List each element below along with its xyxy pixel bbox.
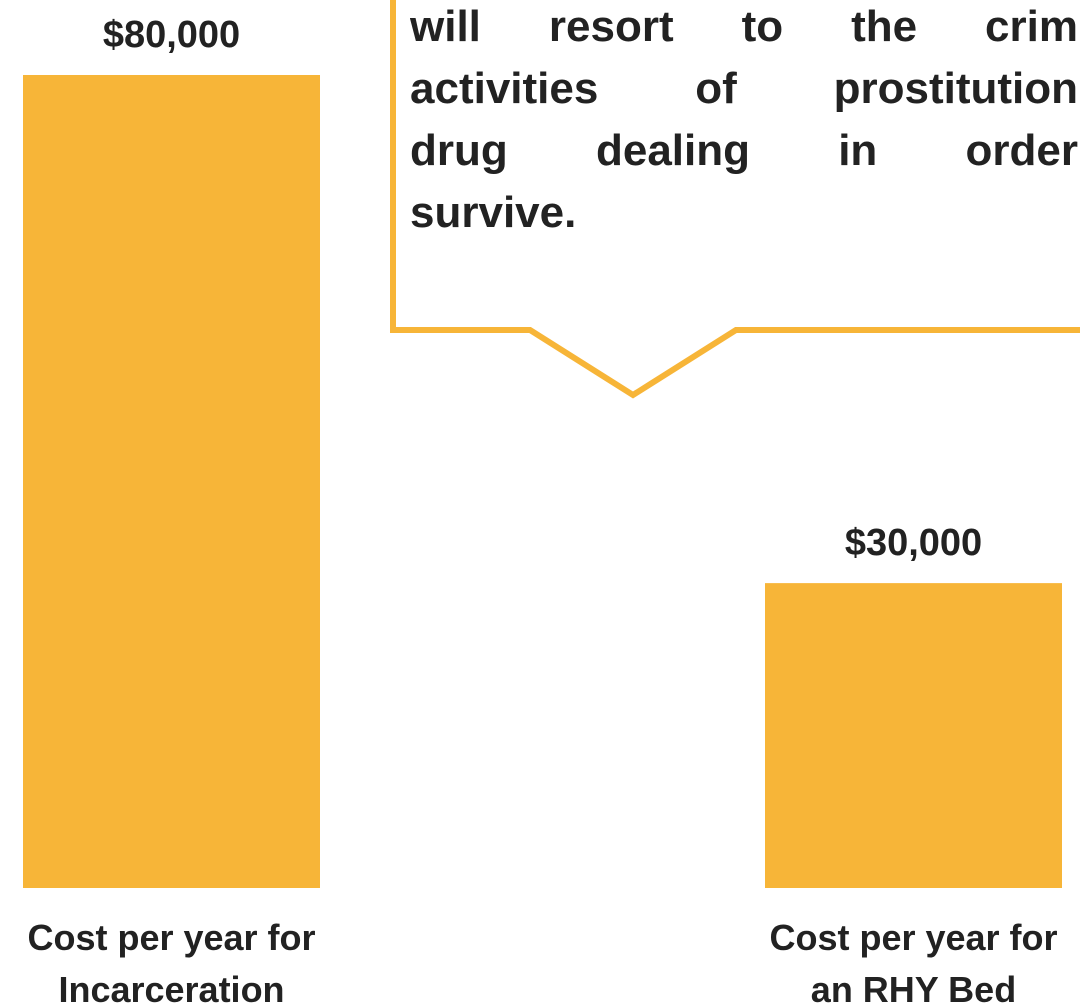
category-label: Incarceration: [58, 969, 284, 1007]
callout-text: will resort to the crim activities of pr…: [410, 0, 1078, 244]
callout-line: will resort to the crim: [410, 2, 1078, 51]
value-label: $80,000: [103, 14, 240, 56]
callout-line: survive.: [410, 188, 577, 237]
bars-layer: $80,000 Cost per year for Incarceration $30…: [23, 14, 1062, 1007]
bar: [765, 583, 1062, 888]
category-label: Cost per year for: [769, 917, 1057, 958]
callout-line: drug dealing in order: [410, 126, 1078, 175]
bar: [23, 75, 320, 888]
category-label: an RHY Bed: [811, 969, 1016, 1007]
callout-bubble: [390, 0, 1080, 399]
value-label: $30,000: [845, 522, 982, 564]
category-label: Cost per year for: [27, 917, 315, 958]
callout-line: activities of prostitution: [410, 64, 1078, 113]
